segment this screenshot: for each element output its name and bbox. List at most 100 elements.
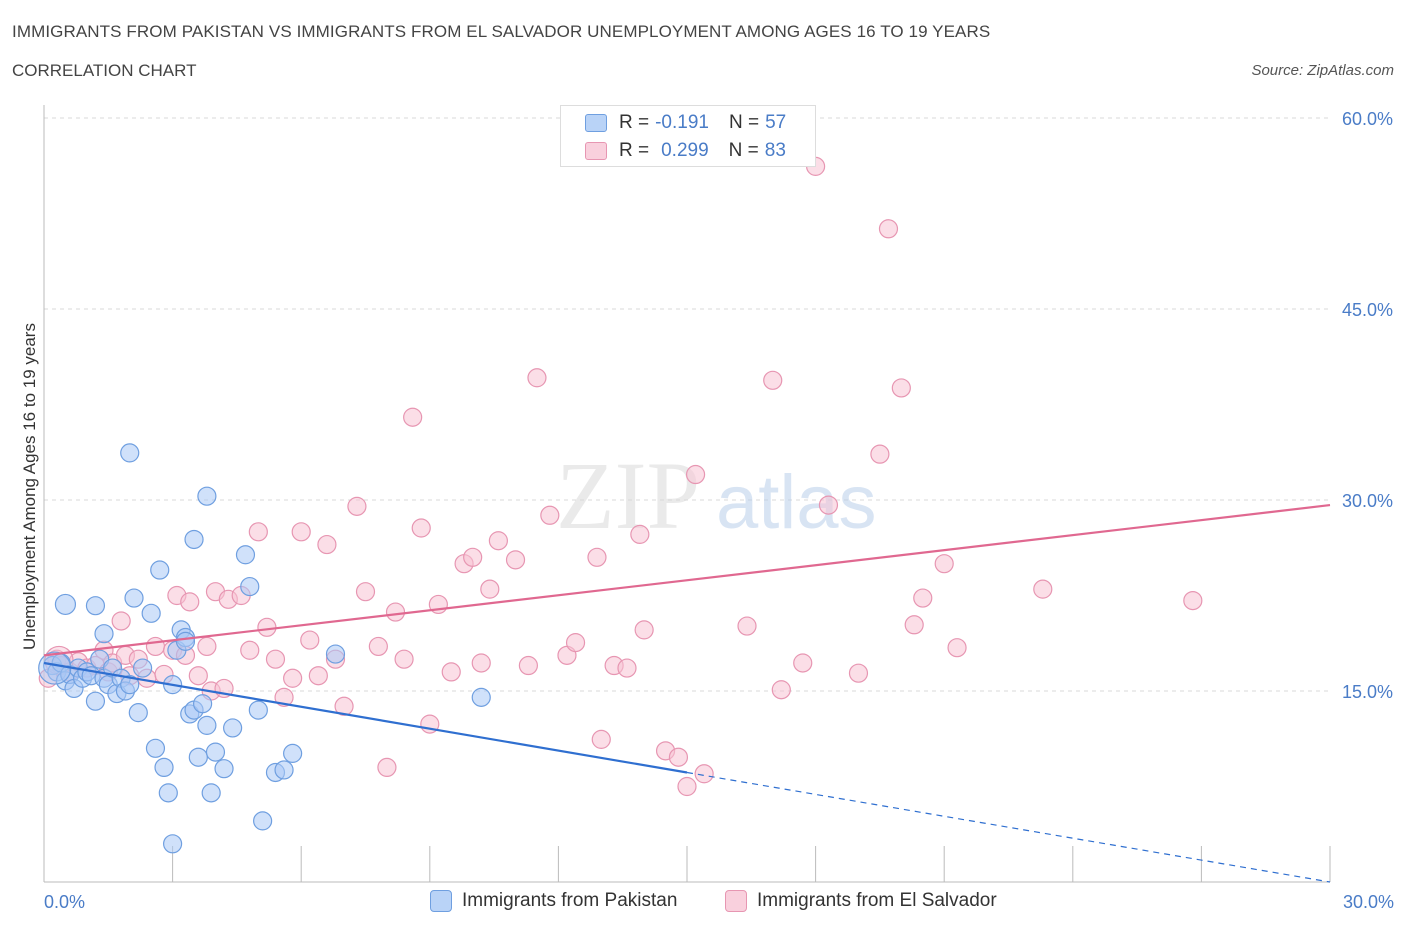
legend-row-pakistan: R = -0.191 N = 57 — [561, 112, 786, 134]
el-salvador-point — [180, 592, 200, 612]
watermark: ZIP atlas — [556, 442, 877, 549]
legend-r-label: R = — [619, 140, 650, 161]
el-salvador-point — [257, 617, 277, 637]
el-salvador-point — [248, 522, 268, 542]
legend-r-label: R = — [619, 112, 650, 133]
el-salvador-point — [527, 368, 547, 388]
pakistan-point — [141, 603, 161, 623]
pakistan-swatch — [430, 890, 452, 912]
el-salvador-point — [891, 378, 911, 398]
source-label: Source: ZipAtlas.com — [1251, 62, 1394, 79]
el-salvador-point — [355, 582, 376, 602]
el-salvador-point — [1183, 590, 1203, 611]
el-salvador-point — [283, 668, 303, 688]
el-salvador-point — [634, 620, 654, 640]
watermark-atlas: atlas — [716, 460, 877, 545]
el-salvador-point — [377, 757, 397, 778]
pakistan-point — [85, 691, 106, 711]
x-tick-max: 30.0% — [1342, 892, 1394, 912]
el-salvador-point — [403, 407, 423, 427]
bottom-legend-pakistan: Immigrants from Pakistan — [430, 890, 677, 912]
el-salvador-point — [668, 747, 689, 767]
watermark-zip: ZIP — [556, 442, 700, 549]
pakistan-point — [132, 658, 153, 678]
el-salvador-point — [617, 658, 637, 678]
pakistan-point — [188, 747, 208, 767]
el-salvador-point — [368, 636, 388, 657]
chart-subtitle: CORRELATION CHART — [12, 61, 197, 80]
el-salvador-point — [913, 588, 933, 608]
pakistan-point — [205, 742, 226, 762]
el-salvador-point — [145, 636, 166, 657]
el-salvador-point — [274, 687, 294, 707]
pakistan-point — [163, 834, 183, 854]
pakistan-point — [240, 576, 260, 597]
el-salvador-point — [463, 547, 483, 567]
chart-title: IMMIGRANTS FROM PAKISTAN VS IMMIGRANTS F… — [12, 22, 991, 41]
el-salvador-point — [737, 616, 757, 636]
pakistan-point — [184, 529, 204, 550]
bottom-legend-pakistan-label: Immigrants from Pakistan — [462, 890, 678, 911]
el-salvador-point — [347, 496, 367, 516]
el-salvador-point — [771, 680, 791, 700]
el-salvador-point — [904, 615, 924, 635]
bottom-legend-el-salvador-label: Immigrants from El Salvador — [757, 890, 997, 911]
el-salvador-point — [685, 464, 706, 485]
pakistan-point — [85, 596, 106, 616]
pakistan-point — [150, 560, 170, 580]
pakistan-point — [94, 624, 114, 644]
correlation-legend: R = -0.191 N = 57 R = 0.299 N = 83 — [560, 105, 816, 167]
legend-n-label: N = — [728, 140, 759, 161]
el-salvador-point — [518, 655, 538, 676]
x-tick-min: 0.0% — [44, 892, 86, 912]
el-salvador-point — [947, 638, 967, 658]
pakistan-trend-extension — [686, 771, 1331, 883]
el-salvador-point — [793, 653, 813, 673]
el-salvador-point — [630, 524, 650, 544]
legend-r-value: 0.299 — [661, 140, 709, 161]
el-salvador-point — [111, 611, 131, 631]
pakistan-point — [54, 593, 77, 616]
el-salvador-point — [694, 764, 714, 784]
bottom-legend: Immigrants from Pakistan Immigrants from… — [0, 890, 1406, 914]
pakistan-point — [128, 703, 148, 723]
legend-r-value: -0.191 — [655, 112, 709, 133]
el-salvador-point — [385, 602, 406, 622]
el-salvador-point — [291, 522, 311, 542]
pakistan-point — [197, 715, 217, 735]
pakistan-point — [197, 486, 217, 506]
el-salvador-point — [411, 518, 431, 538]
bottom-legend-el-salvador: Immigrants from El Salvador — [725, 890, 997, 912]
legend-n-value: 83 — [764, 140, 786, 161]
pakistan-point — [120, 443, 140, 463]
pakistan-point — [274, 760, 294, 780]
el-salvador-point — [308, 666, 328, 686]
el-salvador-point — [870, 444, 890, 464]
el-salvador-point — [188, 666, 208, 686]
gridlines — [44, 117, 1330, 692]
el-salvador-point — [334, 696, 354, 716]
el-salvador-point — [587, 547, 607, 567]
el-salvador-point — [441, 662, 461, 682]
pakistan-point — [154, 757, 174, 778]
pakistan-cluster-point — [38, 651, 72, 685]
el-salvador-point — [480, 579, 500, 599]
legend-n-value: 57 — [765, 112, 787, 133]
el-salvador-point — [240, 640, 260, 660]
y-tick-label: 15.0% — [1342, 682, 1393, 702]
el-salvador-point — [934, 554, 954, 574]
el-salvador-trend-line — [43, 504, 1331, 657]
y-tick-labels: 15.0% 30.0% 45.0% 60.0% — [1342, 109, 1393, 702]
pakistan-point — [223, 718, 243, 738]
y-tick-label: 60.0% — [1342, 109, 1393, 129]
y-tick-label: 45.0% — [1342, 300, 1393, 320]
el-salvador-point — [505, 550, 526, 570]
el-salvador-point — [677, 776, 697, 797]
pakistan-point — [283, 743, 303, 763]
legend-swatch-el-salvador — [585, 142, 607, 160]
pakistan-point — [124, 588, 144, 608]
el-salvador-point — [394, 649, 414, 669]
pakistan-point — [175, 631, 196, 651]
y-tick-label: 30.0% — [1342, 491, 1393, 511]
